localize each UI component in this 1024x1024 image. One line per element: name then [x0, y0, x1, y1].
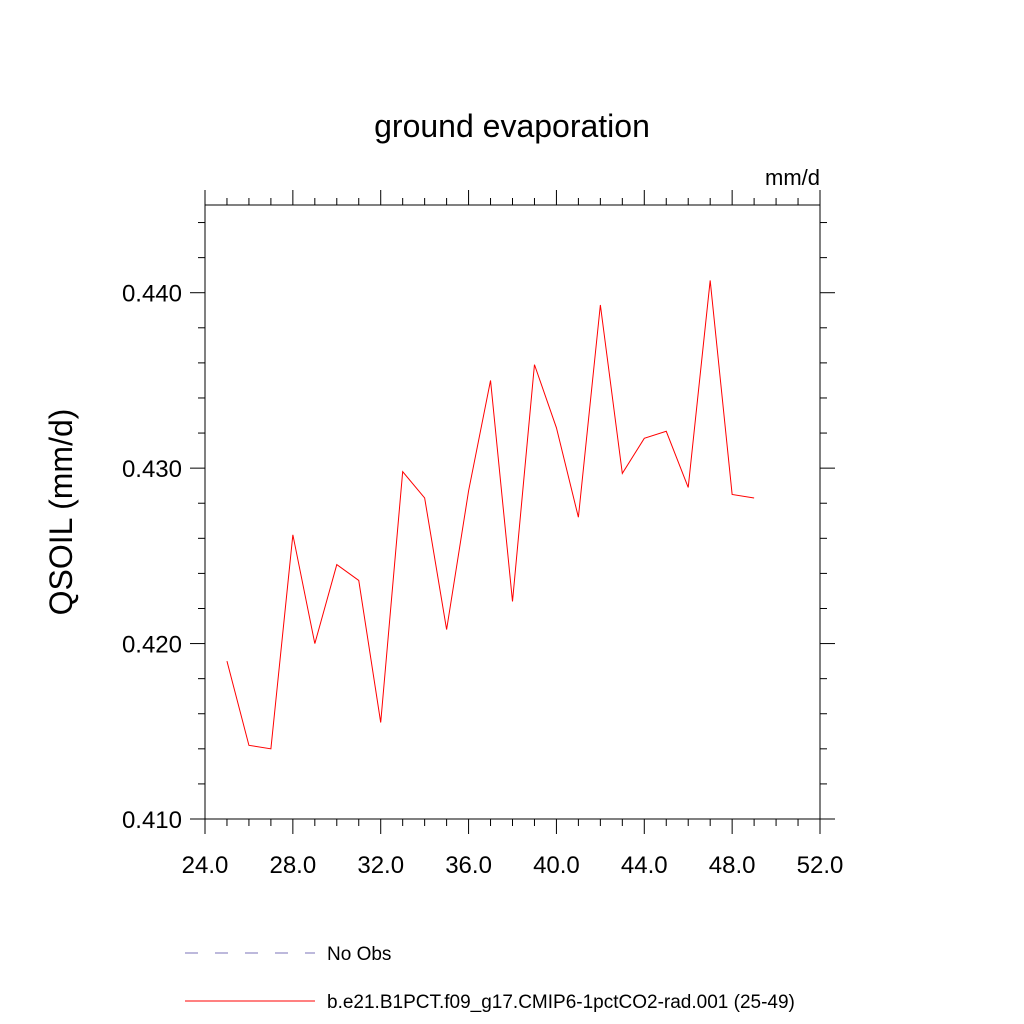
tick-labels: 24.0 28.0 32.0 36.0 40.0 44.0 48.0 52.0 0.410 0.4… [122, 281, 843, 879]
y-tick-label: 0.440 [122, 281, 182, 308]
x-tick-label: 40.0 [533, 852, 580, 879]
y-tick-label: 0.410 [122, 807, 182, 834]
axis-ticks [190, 190, 835, 834]
x-tick-label: 36.0 [445, 852, 492, 879]
x-tick-label: 48.0 [709, 852, 756, 879]
x-tick-label: 52.0 [797, 852, 844, 879]
legend-label-1: b.e21.B1PCT.f09_g17.CMIP6-1pctCO2-rad.00… [327, 992, 795, 1013]
x-tick-label: 44.0 [621, 852, 668, 879]
x-tick-label: 24.0 [182, 852, 229, 879]
y-axis-label: QSOIL (mm/d) [43, 409, 79, 616]
units-label: mm/d [765, 165, 820, 190]
y-tick-label: 0.420 [122, 632, 182, 659]
legend-label-0: No Obs [327, 944, 391, 965]
legend: No Obs b.e21.B1PCT.f09_g17.CMIP6-1pctCO2-… [185, 944, 795, 1013]
x-tick-label: 28.0 [269, 852, 316, 879]
series-layer [226, 280, 755, 750]
x-tick-label: 32.0 [357, 852, 404, 879]
y-tick-label: 0.430 [122, 456, 182, 483]
chart-title: ground evaporation [374, 108, 650, 144]
plot-frame [204, 204, 821, 820]
series-line-1 [226, 280, 755, 750]
